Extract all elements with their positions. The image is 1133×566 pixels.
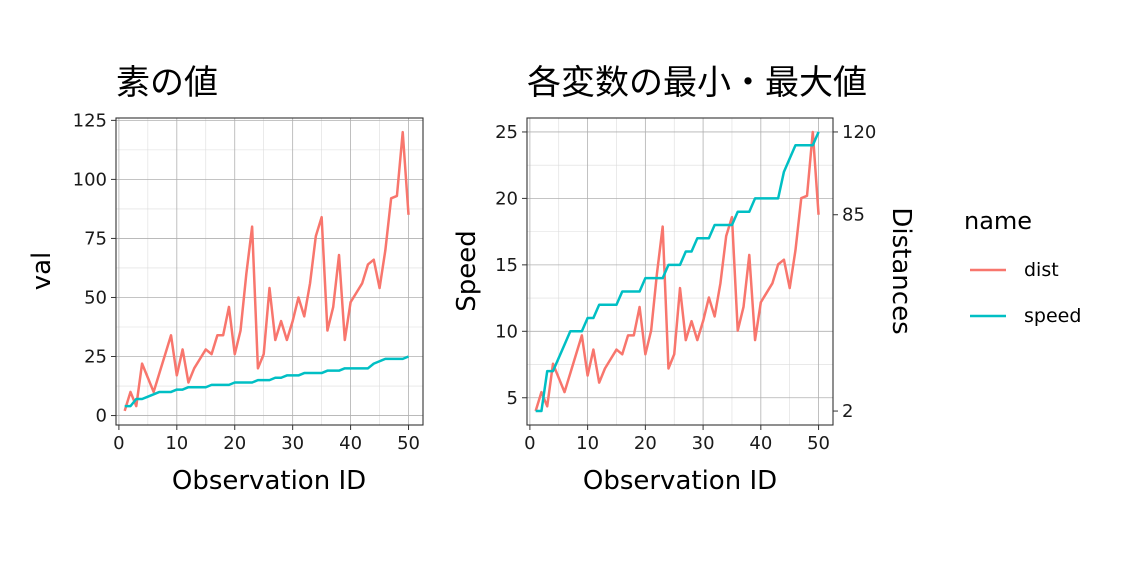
y-tick-label: 50 bbox=[84, 287, 107, 308]
y2-tick-label: 85 bbox=[842, 205, 865, 226]
legend-label-dist: dist bbox=[1024, 259, 1059, 281]
left-y-axis-title: val bbox=[27, 252, 57, 291]
right-secondary-y-axis-title: Distances bbox=[886, 207, 916, 334]
y-tick-label: 0 bbox=[96, 406, 107, 427]
x-tick-label: 20 bbox=[634, 433, 657, 454]
series-line-speed bbox=[535, 131, 820, 413]
y-tick-label: 5 bbox=[507, 388, 518, 409]
left-plot-panel: 0 10 20 30 40 50 0 25 50 75 100 125 bbox=[73, 110, 424, 454]
y-tick-label: 25 bbox=[495, 122, 518, 143]
y-tick-label: 20 bbox=[495, 188, 518, 209]
x-tick-label: 10 bbox=[165, 433, 188, 454]
series-line-dist bbox=[123, 130, 410, 412]
x-tick-label: 50 bbox=[807, 433, 830, 454]
left-x-axis-title: Observation ID bbox=[172, 466, 366, 496]
y-tick-label: 75 bbox=[84, 228, 107, 249]
left-chart-title: 素の値 bbox=[116, 63, 218, 103]
panel-border bbox=[526, 117, 834, 426]
y-tick-label: 25 bbox=[84, 347, 107, 368]
x-tick-label: 0 bbox=[113, 433, 124, 454]
right-chart-title: 各変数の最小・最大値 bbox=[527, 63, 867, 103]
x-tick-label: 30 bbox=[692, 433, 715, 454]
x-tick-label: 40 bbox=[749, 433, 772, 454]
x-tick-label: 40 bbox=[339, 433, 362, 454]
right-plot-panel: 0 10 20 30 40 50 5 10 15 20 25 2 85 120 bbox=[495, 117, 876, 454]
x-tick-label: 0 bbox=[524, 433, 535, 454]
x-tick-label: 50 bbox=[397, 433, 420, 454]
panel-border bbox=[115, 117, 424, 426]
y2-tick-label: 2 bbox=[842, 401, 853, 422]
y-tick-label: 100 bbox=[73, 169, 107, 190]
y-tick-label: 10 bbox=[495, 321, 518, 342]
x-tick-label: 20 bbox=[223, 433, 246, 454]
series-line-speed bbox=[124, 355, 409, 408]
x-tick-label: 30 bbox=[281, 433, 304, 454]
series-line-dist bbox=[534, 130, 820, 412]
legend-title: name bbox=[964, 207, 1032, 235]
right-y-axis-title: Speed bbox=[452, 230, 482, 312]
x-tick-label: 10 bbox=[576, 433, 599, 454]
legend: name dist speed bbox=[964, 207, 1081, 327]
legend-label-speed: speed bbox=[1024, 305, 1081, 327]
y2-tick-label: 120 bbox=[842, 122, 876, 143]
y-tick-label: 15 bbox=[495, 255, 518, 276]
y-tick-label: 125 bbox=[73, 110, 107, 131]
right-x-axis-title: Observation ID bbox=[583, 466, 777, 496]
